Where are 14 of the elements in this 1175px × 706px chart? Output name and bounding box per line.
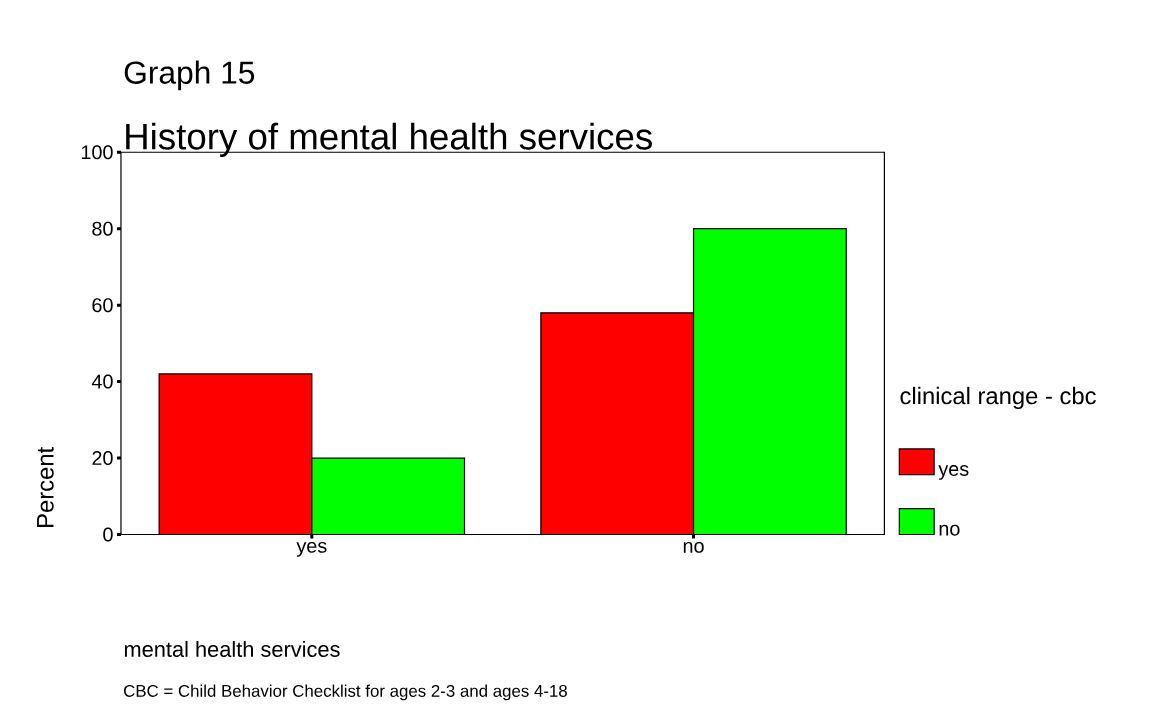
legend-title: clinical range - cbc [900,387,1096,410]
y-tick-label: 40 [91,374,113,389]
y-axis-title: Percent [37,447,54,528]
legend-label: no [939,524,960,536]
legend-label: yes [938,465,969,481]
y-tick-label: 0 [103,527,113,542]
y-tick-label: 60 [92,298,113,313]
chart-subtitle: History of mental health services [126,122,652,158]
chart-title: Graph 15 [124,60,255,91]
y-tick-label: 100 [81,145,113,160]
x-axis-title: mental health services [124,641,340,658]
text: CBC = Child Behavior Checklist for ages 2-3 and ages 4-18 [124,684,567,701]
y-tick-label: 20 [92,451,113,466]
y-tick-label: 80 [92,221,113,236]
